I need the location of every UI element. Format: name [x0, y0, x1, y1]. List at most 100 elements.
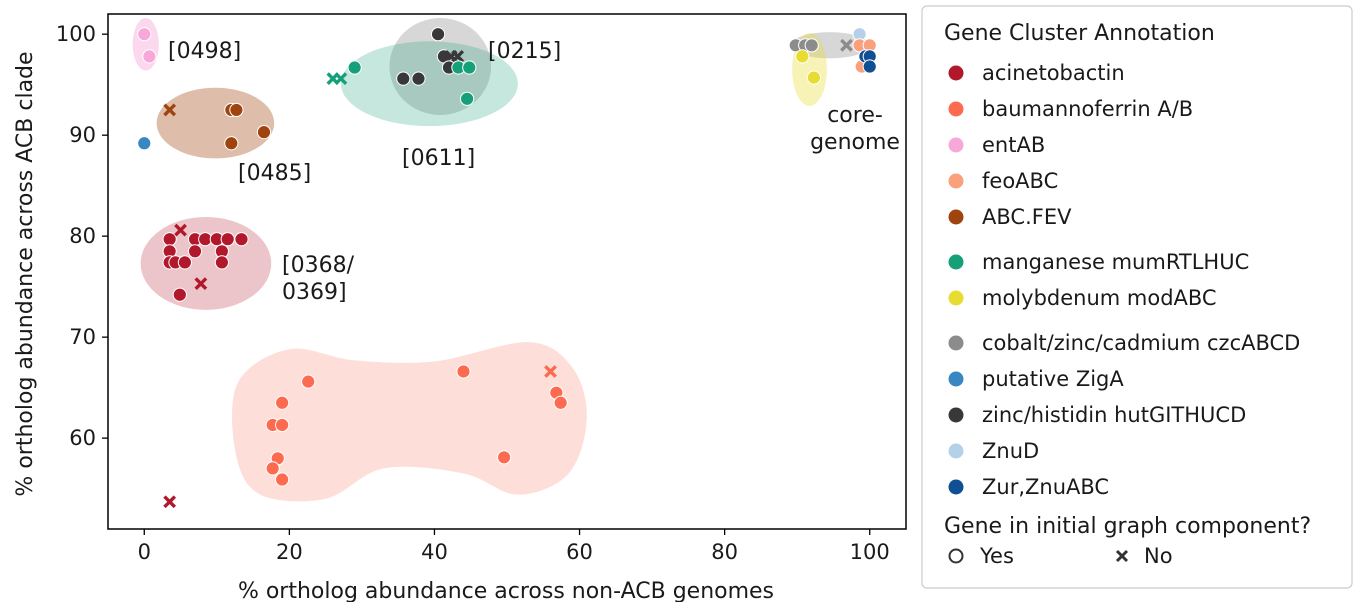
- legend-label: feoABC: [982, 169, 1058, 193]
- data-point-x: [194, 277, 208, 291]
- y-tick-label: 60: [69, 426, 96, 450]
- data-point-x: [544, 365, 557, 378]
- x-tick-label: 80: [711, 540, 738, 564]
- cluster-region-labels: [0498] [0215] [0611] [0485] [0368/0369] core-…: [168, 39, 900, 305]
- legend-marker: [948, 254, 964, 270]
- legend-marker: [948, 290, 964, 306]
- data-point: [187, 244, 203, 259]
- x-axis-label: % ortholog abundance across non-ACB geno…: [238, 579, 774, 602]
- data-point: [795, 49, 810, 64]
- legend-label: ABC.FEV: [982, 205, 1072, 229]
- data-point: [496, 450, 512, 465]
- plot-frame: [107, 13, 907, 530]
- data-point: [137, 136, 152, 151]
- data-point: [177, 255, 192, 270]
- cluster-label: core-genome: [810, 103, 900, 155]
- data-point: [301, 374, 316, 389]
- data-point-x: [840, 38, 853, 52]
- cluster-region: [389, 18, 492, 115]
- marker-legend-entries: Yes No: [948, 544, 1173, 568]
- legend: Gene Cluster Annotation acinetobactin bau…: [921, 5, 1353, 589]
- y-axis-label: % ortholog abundance across ACB clade: [13, 51, 38, 496]
- legend-label: molybdenum modABC: [982, 286, 1217, 310]
- data-point: [137, 27, 152, 42]
- cluster-label: [0485]: [238, 161, 311, 186]
- data-point: [275, 472, 290, 487]
- data-point: [456, 364, 471, 379]
- marker-legend-label: Yes: [979, 544, 1014, 568]
- legend-label: acinetobactin: [982, 61, 1125, 85]
- cluster-label: [0611]: [402, 146, 475, 171]
- legend-marker: [948, 65, 964, 81]
- data-point: [806, 70, 821, 85]
- legend-label: putative ZigA: [982, 367, 1124, 391]
- legend-marker: [948, 407, 964, 423]
- legend-box: [921, 5, 1353, 589]
- cluster-label: [0368/0369]: [282, 253, 355, 305]
- data-point: [862, 59, 877, 74]
- legend-label: ZnuD: [982, 439, 1039, 463]
- cluster-label: [0215]: [488, 39, 561, 64]
- data-point-x: [163, 495, 177, 509]
- x-tick-label: 60: [566, 540, 593, 564]
- y-tick-label: 90: [69, 123, 96, 147]
- data-point: [224, 136, 239, 151]
- legend-marker: [948, 479, 964, 495]
- data-point: [275, 417, 290, 433]
- data-point: [142, 49, 157, 64]
- data-point: [462, 60, 477, 75]
- cluster-region: [232, 342, 587, 502]
- data-point: [553, 395, 568, 410]
- data-point-x: [334, 72, 348, 86]
- axes: 0 20 40 60 80 100 60 70 80 90 100: [56, 22, 890, 564]
- legend-marker: [948, 335, 964, 351]
- legend-label: entAB: [982, 133, 1045, 157]
- data-point: [275, 395, 290, 410]
- data-point-x: [163, 103, 177, 117]
- data-point-x: [451, 50, 465, 63]
- y-tick-label: 100: [56, 22, 96, 46]
- x-tick-label: 100: [850, 540, 890, 564]
- legend-label: manganese mumRTLHUC: [982, 250, 1249, 274]
- legend-marker: [948, 209, 964, 225]
- data-point: [172, 287, 187, 302]
- data-point: [430, 27, 446, 42]
- data-point: [804, 38, 819, 53]
- cluster-regions: [132, 18, 870, 502]
- legend-label: Zur,ZnuABC: [982, 475, 1109, 499]
- data-point: [265, 461, 280, 476]
- cluster-region: [132, 18, 159, 71]
- data-point-x: [174, 223, 187, 237]
- data-point: [460, 91, 475, 106]
- data-point: [229, 102, 244, 118]
- data-point: [220, 232, 235, 247]
- data-point: [234, 232, 249, 247]
- legend-label: zinc/histidin hutGITHUCD: [982, 403, 1246, 427]
- legend-marker: [948, 371, 964, 387]
- y-tick-label: 80: [69, 224, 96, 248]
- x-tick-label: 0: [138, 540, 151, 564]
- data-point: [411, 71, 426, 86]
- legend-entries: acinetobactin baumannoferrin A/B entAB feoA…: [948, 61, 1300, 499]
- legend-label: cobalt/zinc/cadmium czcABCD: [982, 331, 1300, 355]
- x-tick-label: 40: [421, 540, 448, 564]
- cluster-region: [156, 87, 275, 159]
- marker-legend-symbol: [948, 548, 964, 564]
- marker-legend-title: Gene in initial graph component?: [944, 514, 1311, 539]
- cluster-region: [140, 216, 272, 310]
- data-point: [256, 125, 272, 140]
- legend-marker: [948, 137, 964, 153]
- legend-marker: [948, 101, 964, 117]
- marker-legend-symbol: [1115, 549, 1129, 563]
- data-point: [214, 255, 229, 270]
- y-tick-label: 70: [69, 325, 96, 349]
- cluster-label: [0498]: [168, 39, 241, 64]
- legend-marker: [948, 173, 964, 189]
- legend-title: Gene Cluster Annotation: [944, 21, 1215, 46]
- x-tick-label: 20: [276, 540, 303, 564]
- legend-label: baumannoferrin A/B: [982, 97, 1193, 121]
- data-point: [162, 232, 177, 247]
- data-point: [347, 60, 362, 75]
- data-point: [396, 71, 411, 86]
